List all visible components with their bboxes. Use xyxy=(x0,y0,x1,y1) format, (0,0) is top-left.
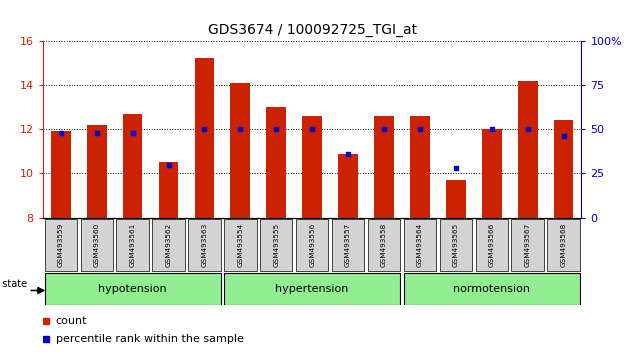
Bar xyxy=(231,83,250,218)
Text: GSM493558: GSM493558 xyxy=(381,223,387,267)
Bar xyxy=(45,219,77,272)
Bar xyxy=(224,219,256,272)
Bar xyxy=(87,125,106,218)
Bar xyxy=(404,219,436,272)
Bar xyxy=(159,162,178,218)
Text: GSM493566: GSM493566 xyxy=(489,223,495,267)
Text: GSM493555: GSM493555 xyxy=(273,223,279,267)
Text: GSM493560: GSM493560 xyxy=(94,223,100,267)
Bar xyxy=(195,58,214,218)
Text: GSM493564: GSM493564 xyxy=(417,223,423,267)
Text: GSM493565: GSM493565 xyxy=(453,223,459,267)
Bar xyxy=(446,180,466,218)
Text: GSM493567: GSM493567 xyxy=(525,223,530,267)
Text: GSM493559: GSM493559 xyxy=(58,223,64,267)
Bar xyxy=(332,219,364,272)
Bar xyxy=(482,129,501,218)
Bar xyxy=(518,80,537,218)
Bar xyxy=(266,107,286,218)
Text: count: count xyxy=(56,315,88,326)
Bar xyxy=(117,219,149,272)
Text: normotension: normotension xyxy=(453,284,530,294)
Bar xyxy=(188,219,220,272)
Bar xyxy=(81,219,113,272)
Text: GSM493554: GSM493554 xyxy=(238,223,243,267)
Bar xyxy=(302,116,322,218)
Text: GSM493562: GSM493562 xyxy=(166,223,171,267)
Title: GDS3674 / 100092725_TGI_at: GDS3674 / 100092725_TGI_at xyxy=(208,23,416,37)
Text: GSM493561: GSM493561 xyxy=(130,223,135,267)
Text: GSM493556: GSM493556 xyxy=(309,223,315,267)
Text: percentile rank within the sample: percentile rank within the sample xyxy=(56,334,244,344)
Bar xyxy=(296,219,328,272)
Bar xyxy=(410,116,430,218)
Bar xyxy=(123,114,142,218)
Bar xyxy=(512,219,544,272)
Bar xyxy=(554,120,573,218)
Bar xyxy=(45,273,220,305)
Bar xyxy=(374,116,394,218)
Bar xyxy=(224,273,400,305)
Bar xyxy=(440,219,472,272)
Bar xyxy=(368,219,400,272)
Text: GSM493568: GSM493568 xyxy=(561,223,566,267)
Text: hypertension: hypertension xyxy=(275,284,349,294)
Bar xyxy=(152,219,185,272)
Bar xyxy=(547,219,580,272)
Bar xyxy=(338,154,358,218)
Bar xyxy=(404,273,580,305)
Bar xyxy=(260,219,292,272)
Text: hypotension: hypotension xyxy=(98,284,167,294)
Bar xyxy=(476,219,508,272)
Text: disease state: disease state xyxy=(0,279,27,289)
Text: GSM493557: GSM493557 xyxy=(345,223,351,267)
Bar xyxy=(51,131,71,218)
Text: GSM493563: GSM493563 xyxy=(202,223,207,267)
